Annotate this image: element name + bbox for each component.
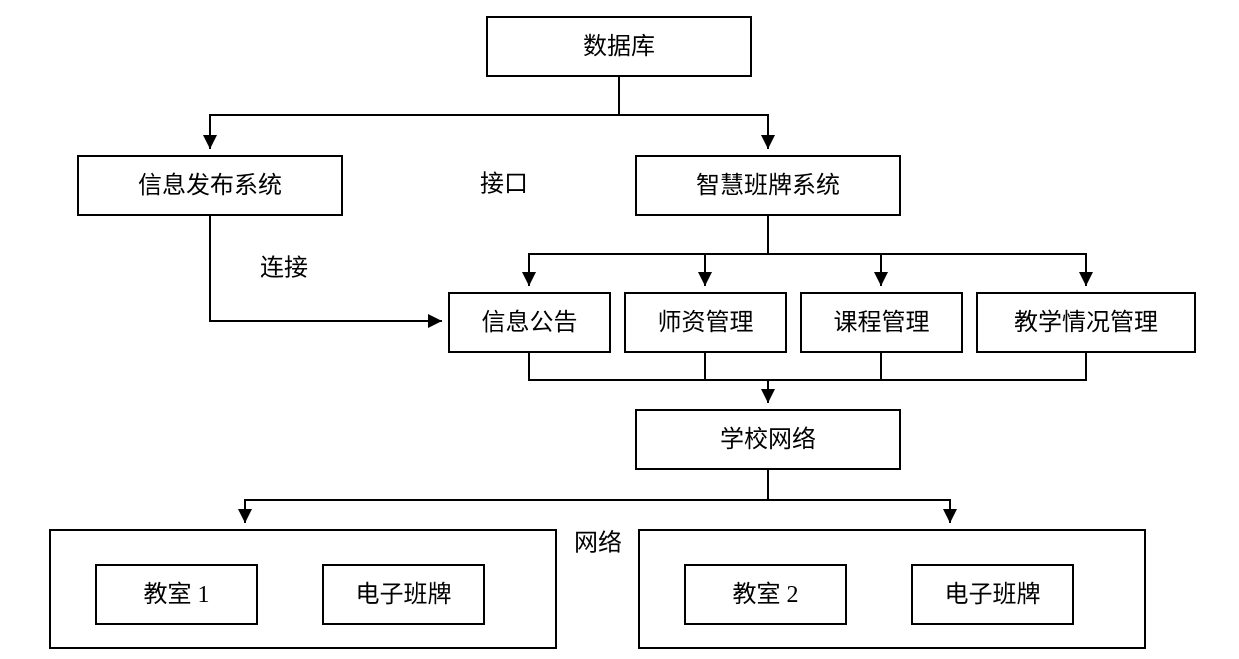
node-board1: 电子班牌	[323, 565, 484, 624]
nodes-layer: 数据库信息发布系统 智慧班牌系统信息公告 师资管理 课程管理 教学情况管理学校网络教室 …	[50, 17, 1195, 648]
arrowhead-e7	[428, 314, 442, 328]
free-label-fl_network: 网络	[574, 530, 622, 557]
edge-e1	[210, 76, 619, 149]
node-label-teachmgr: 教学情况管理	[1014, 309, 1158, 336]
edge-e10	[768, 352, 881, 380]
node-label-board1: 电子班牌	[356, 581, 452, 608]
node-label-board2: 电子班牌	[945, 581, 1041, 608]
node-label-schoolnet: 学校网络	[720, 426, 816, 453]
free-label-fl_connect: 连接	[260, 255, 308, 282]
edge-e7	[210, 215, 442, 321]
arrowhead-e2	[761, 135, 775, 149]
edge-e11	[768, 352, 1086, 380]
edge-e3	[529, 215, 768, 286]
arrowhead-e4	[698, 272, 712, 286]
node-label-course: 课程管理	[834, 309, 930, 336]
arrowhead-e1	[203, 135, 217, 149]
node-label-info: 信息公告	[482, 309, 578, 336]
edge-e12	[245, 469, 768, 523]
node-label-smart: 智慧班牌系统	[696, 172, 840, 199]
node-pub: 信息发布系统	[78, 156, 342, 215]
node-teachmgr: 教学情况管理	[977, 293, 1195, 352]
edge-e13	[768, 469, 950, 523]
edge-e2	[619, 76, 768, 149]
edge-e8	[529, 352, 768, 403]
node-label-room2: 教室 2	[733, 581, 799, 608]
node-teacher: 师资管理	[625, 293, 786, 352]
arrowhead-e12	[238, 509, 252, 523]
node-label-teacher: 师资管理	[658, 309, 754, 336]
arrowhead-e3	[522, 272, 536, 286]
node-label-pub: 信息发布系统	[138, 172, 282, 199]
edge-e6	[768, 215, 1086, 286]
arrowhead-e8	[761, 389, 775, 403]
node-label-db: 数据库	[583, 33, 655, 60]
arrowhead-e6	[1079, 272, 1093, 286]
edge-e5	[768, 215, 881, 286]
edge-e9	[705, 352, 768, 380]
node-label-room1: 教室 1	[144, 581, 210, 608]
arrowhead-e13	[943, 509, 957, 523]
node-board2: 电子班牌	[912, 565, 1073, 624]
arrowhead-e5	[874, 272, 888, 286]
flowchart-canvas: 数据库信息发布系统 智慧班牌系统信息公告 师资管理 课程管理 教学情况管理学校网络教室 …	[0, 0, 1239, 659]
node-room2: 教室 2	[685, 565, 846, 624]
edge-e4	[705, 215, 768, 286]
node-smart: 智慧班牌系统	[636, 156, 900, 215]
free-label-fl_interface: 接口	[480, 171, 528, 198]
node-room1: 教室 1	[96, 565, 257, 624]
node-info: 信息公告	[449, 293, 610, 352]
node-db: 数据库	[487, 17, 751, 76]
node-course: 课程管理	[801, 293, 962, 352]
node-schoolnet: 学校网络	[636, 410, 900, 469]
